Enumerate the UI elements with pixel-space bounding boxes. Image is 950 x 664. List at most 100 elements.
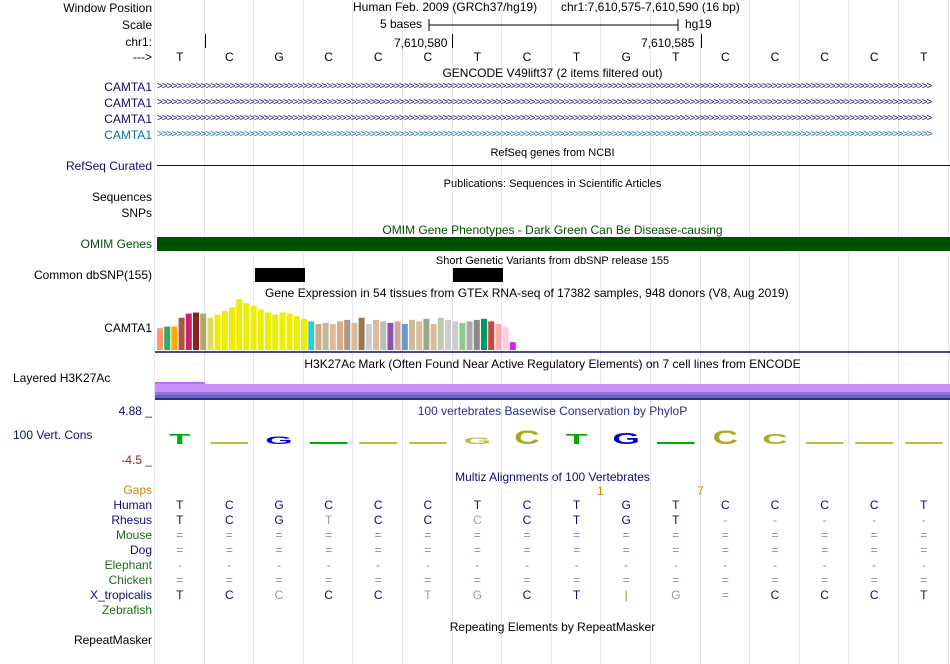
h3k27ac-layer-3[interactable]	[155, 395, 950, 398]
species-label[interactable]: Dog	[129, 543, 152, 557]
omim-bar[interactable]	[157, 237, 950, 251]
gtex-bar[interactable]	[430, 324, 437, 350]
gtex-bar[interactable]	[502, 326, 509, 350]
gene-label-3[interactable]: CAMTA1	[104, 112, 152, 126]
alignment-base: C	[225, 588, 234, 602]
repeatmasker-label[interactable]: RepeatMasker	[73, 633, 152, 647]
gtex-bar[interactable]	[286, 313, 293, 350]
species-label[interactable]: Mouse	[115, 528, 152, 542]
gtex-bar[interactable]	[308, 321, 315, 350]
gtex-bar[interactable]	[481, 318, 487, 350]
gene-label-4[interactable]: CAMTA1	[104, 128, 152, 142]
alignment-base: G	[671, 588, 681, 602]
gene-model-3[interactable]: >>>>>>>>>>>>>>>>>>>>>>>>>>>>>>>>>>>>>>>>…	[157, 113, 932, 124]
gtex-bar[interactable]	[157, 328, 163, 350]
gene-model-4[interactable]: >>>>>>>>>>>>>>>>>>>>>>>>>>>>>>>>>>>>>>>>…	[157, 129, 932, 140]
gtex-bar[interactable]	[394, 321, 401, 350]
track-area[interactable]: Human Feb. 2009 (GRCh37/hg19) chr1:7,610…	[154, 0, 950, 664]
gtex-bar[interactable]	[473, 319, 480, 350]
gtex-bar[interactable]	[380, 321, 387, 350]
dbsnp-label[interactable]: Common dbSNP(155)	[33, 268, 152, 282]
gtex-bar[interactable]	[423, 318, 430, 350]
gtex-bar[interactable]	[250, 305, 257, 350]
gtex-bar[interactable]	[337, 321, 343, 350]
h3k27ac-layer-1[interactable]	[155, 384, 950, 392]
species-label[interactable]: Chicken	[108, 573, 152, 587]
species-label[interactable]: Elephant	[104, 558, 152, 572]
gtex-bar[interactable]	[193, 312, 199, 350]
dbsnp-title: Short Genetic Variants from dbSNP releas…	[435, 255, 670, 267]
gtex-bar[interactable]	[214, 314, 221, 350]
alignment-base: =	[573, 528, 581, 542]
alignment-base: -	[673, 558, 678, 572]
h3k27ac-layer-2[interactable]	[155, 392, 950, 395]
gtex-bar[interactable]	[301, 318, 307, 350]
refseq-line[interactable]	[157, 165, 950, 166]
cons-logo-bar	[805, 442, 844, 444]
gtex-bar[interactable]	[329, 324, 336, 350]
cons-label[interactable]: 100 Vert. Cons	[13, 428, 93, 442]
gtex-bar[interactable]	[236, 299, 243, 350]
gtex-bar[interactable]	[185, 313, 192, 350]
species-label[interactable]: Rhesus	[111, 513, 152, 527]
gtex-bar[interactable]	[445, 319, 451, 350]
gtex-bar[interactable]	[437, 317, 444, 350]
species-label[interactable]: Human	[113, 498, 152, 512]
gtex-bar[interactable]	[409, 319, 415, 350]
gene-model-1[interactable]: >>>>>>>>>>>>>>>>>>>>>>>>>>>>>>>>>>>>>>>>…	[157, 81, 932, 92]
gene-model-2[interactable]: >>>>>>>>>>>>>>>>>>>>>>>>>>>>>>>>>>>>>>>>…	[157, 97, 932, 108]
refseq-label[interactable]: RefSeq Curated	[65, 159, 152, 173]
alignment-base: T	[176, 498, 184, 512]
gtex-bar[interactable]	[452, 321, 459, 350]
gtex-bar[interactable]	[272, 314, 279, 350]
gtex-bar[interactable]	[229, 307, 235, 350]
gtex-bar[interactable]	[387, 322, 394, 350]
alignment-base: -	[822, 513, 827, 527]
gtex-bar[interactable]	[358, 317, 365, 350]
gtex-bar[interactable]	[401, 324, 408, 350]
gene-label-2[interactable]: CAMTA1	[104, 96, 152, 110]
gtex-bar[interactable]	[495, 324, 502, 350]
gtex-bar[interactable]	[488, 321, 495, 350]
gtex-bar[interactable]	[322, 322, 329, 350]
gtex-bar[interactable]	[365, 324, 372, 350]
gtex-bar[interactable]	[315, 324, 322, 350]
gtex-bar[interactable]	[509, 342, 516, 350]
snps-label[interactable]: SNPs	[121, 206, 152, 220]
dbsnp-variant-2[interactable]	[453, 268, 503, 282]
gtex-bar[interactable]	[466, 321, 473, 350]
alignment-base: -	[772, 558, 777, 572]
base-letter: T	[672, 50, 680, 64]
alignment-base: C	[721, 498, 730, 512]
h3k27ac-layer-4[interactable]	[155, 398, 950, 400]
dbsnp-variant-1[interactable]	[255, 268, 305, 282]
gtex-bar[interactable]	[243, 303, 250, 350]
gtex-bar[interactable]	[293, 316, 300, 350]
gtex-chart[interactable]	[155, 298, 950, 354]
alignment-base: C	[820, 588, 829, 602]
gtex-bar[interactable]	[257, 309, 264, 350]
gtex-bar[interactable]	[207, 317, 214, 350]
gtex-bar[interactable]	[459, 322, 466, 350]
gtex-bar[interactable]	[164, 326, 171, 350]
gtex-bar[interactable]	[344, 319, 351, 350]
gtex-bar[interactable]	[279, 312, 286, 350]
gtex-label[interactable]: CAMTA1	[104, 321, 152, 335]
h3k27ac-label[interactable]: Layered H3K27Ac	[13, 371, 111, 385]
sequences-label[interactable]: Sequences	[91, 190, 152, 204]
gtex-bar[interactable]	[373, 319, 379, 350]
gtex-bar[interactable]	[178, 317, 185, 350]
gtex-bar[interactable]	[416, 321, 423, 350]
species-label[interactable]: X_tropicalis	[89, 588, 152, 602]
gtex-bar[interactable]	[171, 326, 178, 350]
omim-label[interactable]: OMIM Genes	[80, 237, 152, 251]
gtex-bar[interactable]	[200, 313, 207, 350]
gtex-bar[interactable]	[265, 312, 271, 350]
alignment-base: =	[473, 573, 481, 587]
species-label[interactable]: Zebrafish	[101, 603, 152, 617]
gtex-bar[interactable]	[221, 311, 228, 350]
gtex-bar[interactable]	[351, 322, 358, 350]
gene-label-1[interactable]: CAMTA1	[104, 80, 152, 94]
alignment-base: T	[176, 513, 184, 527]
